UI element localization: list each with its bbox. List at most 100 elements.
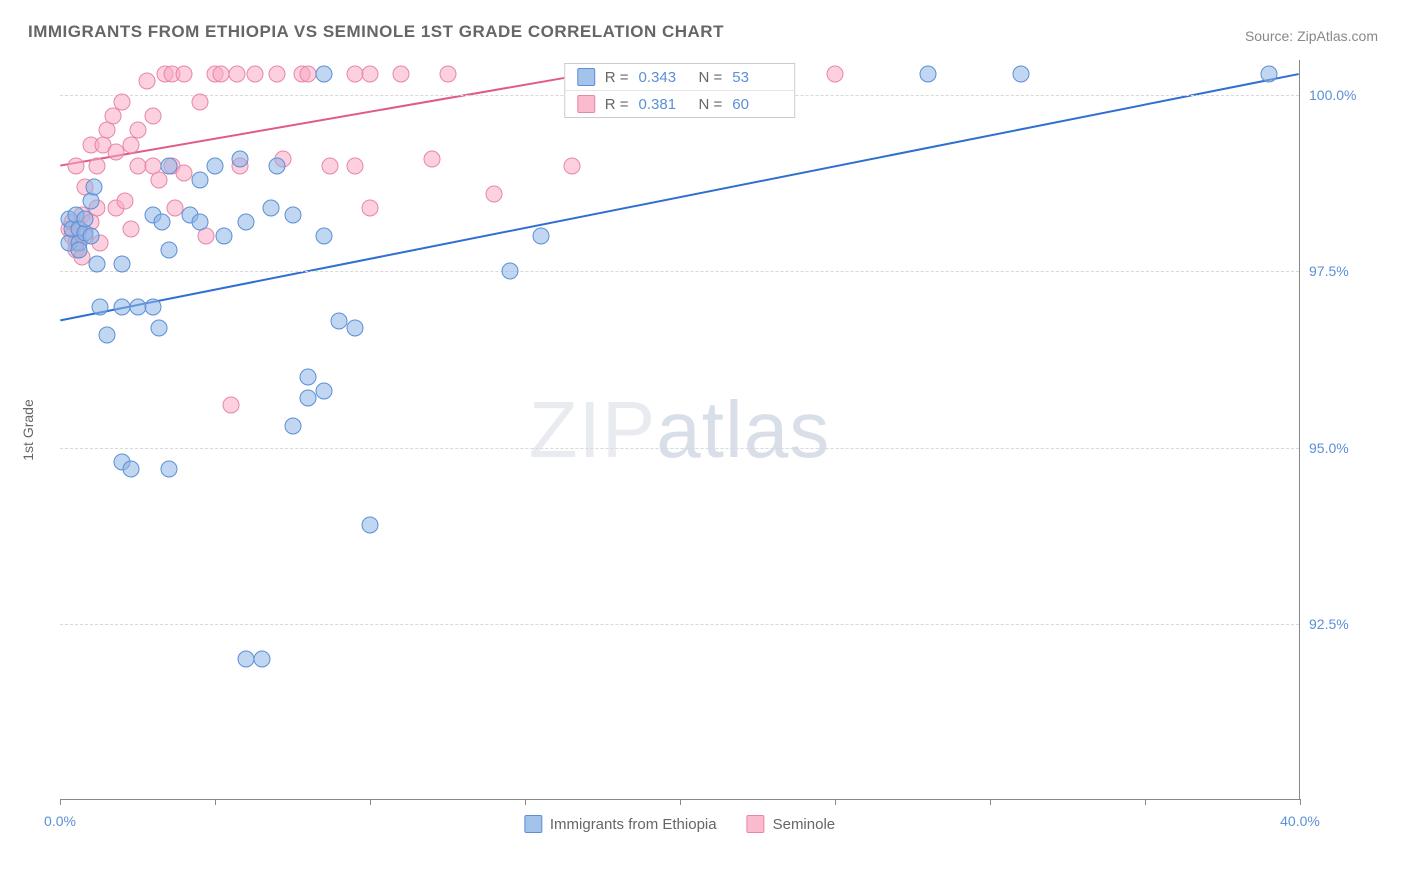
watermark-light: atlas: [656, 385, 830, 474]
scatter-point-blue[interactable]: [284, 418, 301, 435]
scatter-point-pink[interactable]: [393, 66, 410, 83]
scatter-point-blue[interactable]: [160, 157, 177, 174]
scatter-point-blue[interactable]: [151, 319, 168, 336]
scatter-point-blue[interactable]: [191, 171, 208, 188]
y-tick-label: 95.0%: [1309, 440, 1369, 456]
scatter-point-blue[interactable]: [300, 369, 317, 386]
scatter-point-pink[interactable]: [114, 94, 131, 111]
scatter-point-pink[interactable]: [563, 157, 580, 174]
x-tick-label: 0.0%: [44, 813, 76, 829]
scatter-point-blue[interactable]: [532, 228, 549, 245]
gridline-h: [60, 271, 1299, 272]
gridline-h: [60, 448, 1299, 449]
scatter-point-pink[interactable]: [191, 94, 208, 111]
scatter-point-blue[interactable]: [501, 263, 518, 280]
scatter-point-blue[interactable]: [86, 178, 103, 195]
scatter-point-pink[interactable]: [362, 200, 379, 217]
scatter-point-blue[interactable]: [70, 242, 87, 259]
scatter-point-blue[interactable]: [284, 207, 301, 224]
scatter-point-pink[interactable]: [176, 66, 193, 83]
source-label: Source: ZipAtlas.com: [1245, 28, 1378, 44]
scatter-point-blue[interactable]: [362, 517, 379, 534]
scatter-point-pink[interactable]: [176, 164, 193, 181]
legend-swatch-blue-icon: [524, 815, 542, 833]
scatter-point-blue[interactable]: [1261, 66, 1278, 83]
n-label-blue: N =: [699, 69, 723, 86]
scatter-point-blue[interactable]: [253, 651, 270, 668]
scatter-point-blue[interactable]: [98, 326, 115, 343]
scatter-point-blue[interactable]: [1013, 66, 1030, 83]
legend-stats-row-blue: R = 0.343 N = 53: [565, 64, 795, 90]
scatter-point-pink[interactable]: [321, 157, 338, 174]
y-tick-label: 97.5%: [1309, 263, 1369, 279]
scatter-point-pink[interactable]: [67, 157, 84, 174]
bottom-legend: Immigrants from Ethiopia Seminole: [524, 815, 835, 833]
scatter-point-blue[interactable]: [154, 214, 171, 231]
scatter-point-pink[interactable]: [145, 108, 162, 125]
scatter-point-blue[interactable]: [238, 214, 255, 231]
x-tick: [1300, 799, 1301, 805]
scatter-point-blue[interactable]: [114, 298, 131, 315]
scatter-point-pink[interactable]: [166, 200, 183, 217]
scatter-point-blue[interactable]: [920, 66, 937, 83]
scatter-point-pink[interactable]: [424, 150, 441, 167]
scatter-point-blue[interactable]: [145, 298, 162, 315]
scatter-point-blue[interactable]: [300, 390, 317, 407]
x-tick: [990, 799, 991, 805]
scatter-point-pink[interactable]: [827, 66, 844, 83]
scatter-point-blue[interactable]: [216, 228, 233, 245]
x-tick: [60, 799, 61, 805]
scatter-point-blue[interactable]: [315, 228, 332, 245]
scatter-point-blue[interactable]: [238, 651, 255, 668]
scatter-point-pink[interactable]: [89, 157, 106, 174]
scatter-point-pink[interactable]: [107, 143, 124, 160]
x-tick: [215, 799, 216, 805]
scatter-point-pink[interactable]: [269, 66, 286, 83]
scatter-point-blue[interactable]: [160, 242, 177, 259]
scatter-point-pink[interactable]: [439, 66, 456, 83]
r-value-blue: 0.343: [639, 69, 689, 86]
scatter-point-pink[interactable]: [486, 185, 503, 202]
scatter-point-blue[interactable]: [315, 383, 332, 400]
scatter-point-pink[interactable]: [346, 157, 363, 174]
scatter-point-blue[interactable]: [160, 460, 177, 477]
n-value-blue: 53: [732, 69, 782, 86]
scatter-point-pink[interactable]: [123, 221, 140, 238]
scatter-point-pink[interactable]: [129, 157, 146, 174]
scatter-point-pink[interactable]: [362, 66, 379, 83]
scatter-point-blue[interactable]: [269, 157, 286, 174]
scatter-point-blue[interactable]: [123, 460, 140, 477]
scatter-point-pink[interactable]: [346, 66, 363, 83]
legend-label-pink: Seminole: [773, 816, 836, 833]
scatter-point-blue[interactable]: [129, 298, 146, 315]
y-axis-title: 1st Grade: [20, 399, 36, 460]
watermark-bold: ZIP: [529, 385, 656, 474]
scatter-point-pink[interactable]: [300, 66, 317, 83]
scatter-point-blue[interactable]: [191, 214, 208, 231]
x-tick: [1145, 799, 1146, 805]
scatter-point-pink[interactable]: [222, 397, 239, 414]
scatter-point-blue[interactable]: [89, 256, 106, 273]
scatter-point-pink[interactable]: [228, 66, 245, 83]
legend-item-pink[interactable]: Seminole: [747, 815, 836, 833]
scatter-point-pink[interactable]: [117, 192, 134, 209]
scatter-point-pink[interactable]: [138, 73, 155, 90]
scatter-point-blue[interactable]: [207, 157, 224, 174]
scatter-point-blue[interactable]: [76, 210, 93, 227]
scatter-point-blue[interactable]: [346, 319, 363, 336]
scatter-point-blue[interactable]: [83, 228, 100, 245]
scatter-point-blue[interactable]: [114, 256, 131, 273]
legend-item-blue[interactable]: Immigrants from Ethiopia: [524, 815, 717, 833]
swatch-blue-icon: [577, 68, 595, 86]
scatter-point-blue[interactable]: [262, 200, 279, 217]
scatter-point-blue[interactable]: [315, 66, 332, 83]
scatter-point-pink[interactable]: [129, 122, 146, 139]
y-tick-label: 100.0%: [1309, 87, 1369, 103]
scatter-point-blue[interactable]: [231, 150, 248, 167]
r-label-blue: R =: [605, 69, 629, 86]
scatter-point-blue[interactable]: [92, 298, 109, 315]
scatter-point-pink[interactable]: [213, 66, 230, 83]
x-tick: [525, 799, 526, 805]
scatter-point-blue[interactable]: [331, 312, 348, 329]
scatter-point-pink[interactable]: [247, 66, 264, 83]
